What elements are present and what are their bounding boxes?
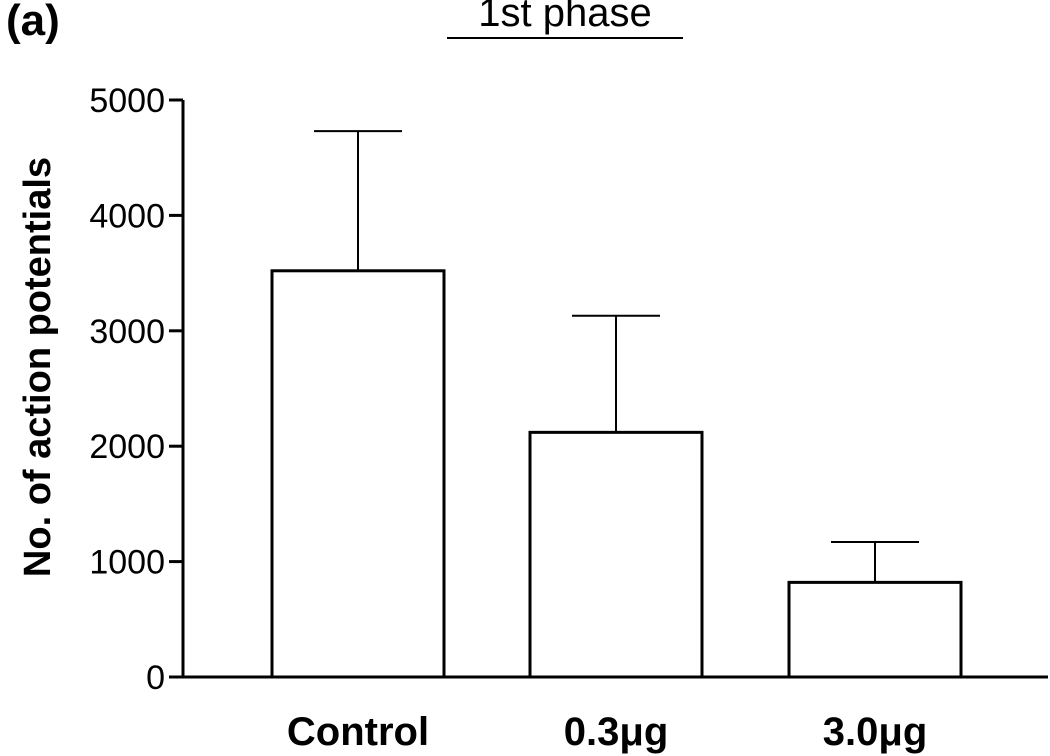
bar-1: [528, 430, 704, 679]
y-tick-label-0: 0: [146, 659, 165, 697]
x-tick-label-2: 3.0μg: [823, 710, 928, 754]
bar-2: [787, 580, 963, 679]
y-tick-label-2: 2000: [89, 428, 165, 466]
y-tick-label-4: 4000: [89, 197, 165, 235]
y-tick-label-5: 5000: [89, 82, 165, 120]
x-tick-label-1: 0.3μg: [564, 710, 669, 754]
panel-label: (a): [6, 0, 60, 45]
y-tick-label-3: 3000: [89, 313, 165, 351]
chart-title: 1st phase: [478, 0, 651, 35]
x-tick-label-0: Control: [287, 710, 429, 754]
y-axis-label: No. of action potentials: [17, 157, 59, 577]
y-tick-label-1: 1000: [89, 544, 165, 582]
plot-area: Control 0.3μg 3.0μg 0 1000 2000 3000 4000 5000: [89, 82, 1048, 754]
bar-0: [270, 269, 446, 679]
